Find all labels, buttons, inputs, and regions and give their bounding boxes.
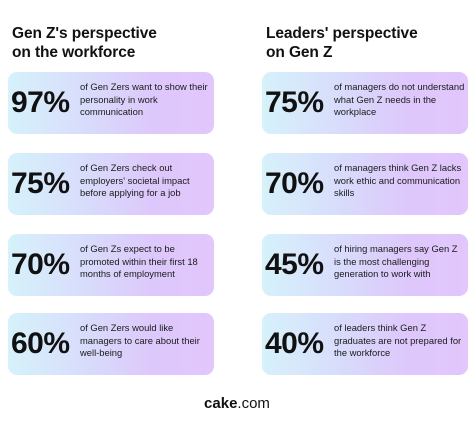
stat-percent: 45% — [265, 248, 324, 281]
stat-description: of Gen Zers check out employers' societa… — [80, 162, 190, 198]
stat-percent: 97% — [11, 86, 70, 119]
gen-z-heading-line1: Gen Z's perspective — [12, 25, 157, 42]
stat-description: of hiring managers say Gen Z is the most… — [334, 243, 458, 279]
stat-card: 45% of hiring managers say Gen Z is the … — [262, 234, 468, 296]
brand-name: cake — [204, 395, 238, 412]
stat-percent: 60% — [11, 327, 70, 360]
stat-description: of Gen Zers would like managers to care … — [80, 322, 200, 358]
stat-card: 70% of Gen Zs expect to be promoted with… — [8, 234, 214, 296]
stat-card: 70% of managers think Gen Z lacks work e… — [262, 153, 468, 215]
gen-z-heading: Gen Z's perspective on the workforce — [12, 24, 212, 62]
stat-percent: 70% — [11, 248, 70, 281]
stat-percent: 75% — [265, 86, 324, 119]
stat-card: 75% of Gen Zers check out employers' soc… — [8, 153, 214, 215]
stat-description: of leaders think Gen Z graduates are not… — [334, 322, 462, 358]
brand-logo: cake.com — [0, 395, 474, 412]
stat-card: 40% of leaders think Gen Z graduates are… — [262, 313, 468, 375]
stat-description: of managers do not understand what Gen Z… — [334, 81, 465, 117]
leaders-heading-line1: Leaders' perspective — [266, 25, 418, 42]
leaders-heading: Leaders' perspective on Gen Z — [266, 24, 466, 62]
stat-description: of Gen Zs expect to be promoted within t… — [80, 243, 198, 279]
stat-percent: 70% — [265, 167, 324, 200]
stat-card: 97% of Gen Zers want to show their perso… — [8, 72, 214, 134]
stat-card: 60% of Gen Zers would like managers to c… — [8, 313, 214, 375]
stat-description: of Gen Zers want to show their personali… — [80, 81, 208, 117]
leaders-heading-line2: on Gen Z — [266, 44, 333, 61]
gen-z-heading-line2: on the workforce — [12, 44, 136, 61]
brand-suffix: .com — [237, 395, 270, 412]
stat-card: 75% of managers do not understand what G… — [262, 72, 468, 134]
stat-percent: 75% — [11, 167, 70, 200]
stat-percent: 40% — [265, 327, 324, 360]
stat-description: of managers think Gen Z lacks work ethic… — [334, 162, 462, 198]
